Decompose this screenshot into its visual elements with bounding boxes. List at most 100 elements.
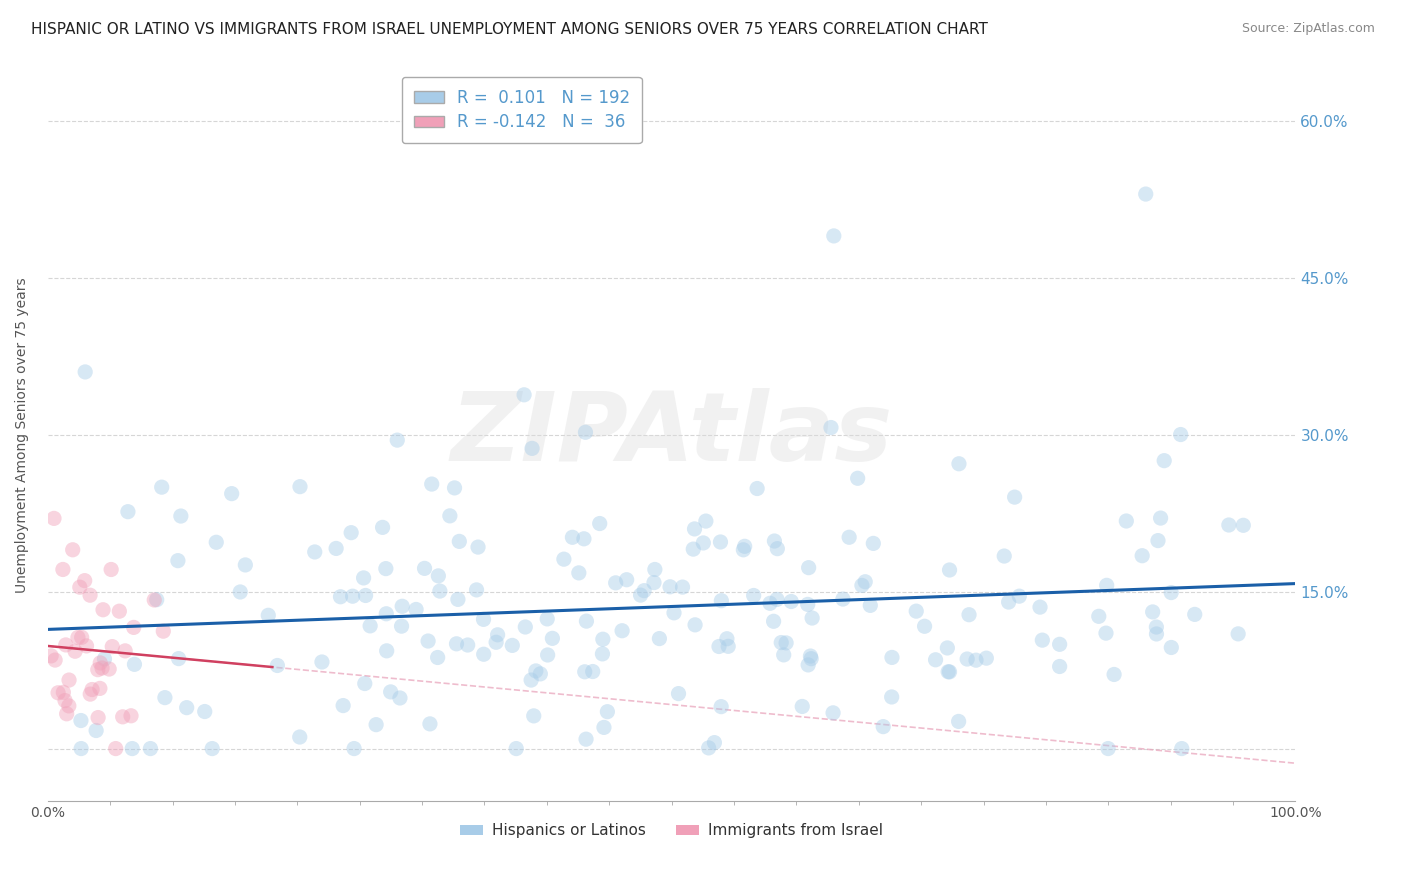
Point [75,365,97,379]
Point [697,740,720,755]
Point [832,592,855,607]
Point [596,705,619,719]
Point [643,575,665,590]
Point [42,511,65,525]
Point [801,611,824,625]
Point [780,594,803,608]
Point [388,690,411,705]
Point [121,741,143,756]
Point [1115,514,1137,528]
Point [419,717,441,731]
Point [108,604,131,618]
Point [1171,741,1194,756]
Point [70,631,93,645]
Point [201,741,224,756]
Point [353,571,375,585]
Point [139,741,162,756]
Point [447,592,470,607]
Point [682,542,704,557]
Point [62,542,84,557]
Point [775,636,797,650]
Point [70,714,93,728]
Point [1184,607,1206,622]
Point [763,534,786,549]
Point [853,574,876,589]
Point [353,676,375,690]
Point [948,714,970,729]
Point [762,615,785,629]
Point [304,545,326,559]
Point [111,710,134,724]
Point [486,628,509,642]
Point [79,687,101,701]
Point [553,552,575,566]
Point [366,717,388,731]
Point [117,505,139,519]
Point [592,632,614,647]
Point [329,590,352,604]
Point [792,699,814,714]
Point [668,687,690,701]
Point [630,588,652,602]
Point [1146,627,1168,641]
Point [948,457,970,471]
Point [167,554,190,568]
Point [648,632,671,646]
Point [343,741,366,756]
Point [87,710,110,724]
Point [98,662,121,676]
Point [709,535,731,549]
Text: HISPANIC OR LATINO VS IMMIGRANTS FROM ISRAEL UNEMPLOYMENT AMONG SENIORS OVER 75 : HISPANIC OR LATINO VS IMMIGRANTS FROM IS… [31,22,988,37]
Point [340,525,363,540]
Point [439,508,461,523]
Point [541,632,564,646]
Point [69,580,91,594]
Point [936,640,959,655]
Point [416,634,439,648]
Point [194,705,217,719]
Point [472,647,495,661]
Point [610,624,633,638]
Point [93,652,115,666]
Point [167,651,190,665]
Point [44,653,66,667]
Point [505,741,527,756]
Point [443,481,465,495]
Point [153,690,176,705]
Point [52,685,75,699]
Point [838,530,860,544]
Point [104,741,127,756]
Point [880,690,903,704]
Point [717,640,740,654]
Point [1227,627,1250,641]
Point [707,640,730,654]
Point [467,540,489,554]
Point [823,228,845,243]
Point [472,612,495,626]
Point [465,582,488,597]
Point [523,709,546,723]
Point [87,663,110,677]
Point [1095,626,1118,640]
Point [905,604,928,618]
Point [692,536,714,550]
Point [1004,490,1026,504]
Point [221,486,243,500]
Point [1049,659,1071,673]
Point [170,509,193,524]
Point [122,620,145,634]
Point [1153,453,1175,467]
Point [101,640,124,654]
Point [53,693,76,707]
Point [797,657,820,672]
Point [332,698,354,713]
Point [605,575,627,590]
Point [593,720,616,734]
Point [1232,518,1254,533]
Point [965,653,987,667]
Point [91,661,114,675]
Point [1160,585,1182,599]
Point [589,516,612,531]
Point [766,592,789,607]
Point [851,578,873,592]
